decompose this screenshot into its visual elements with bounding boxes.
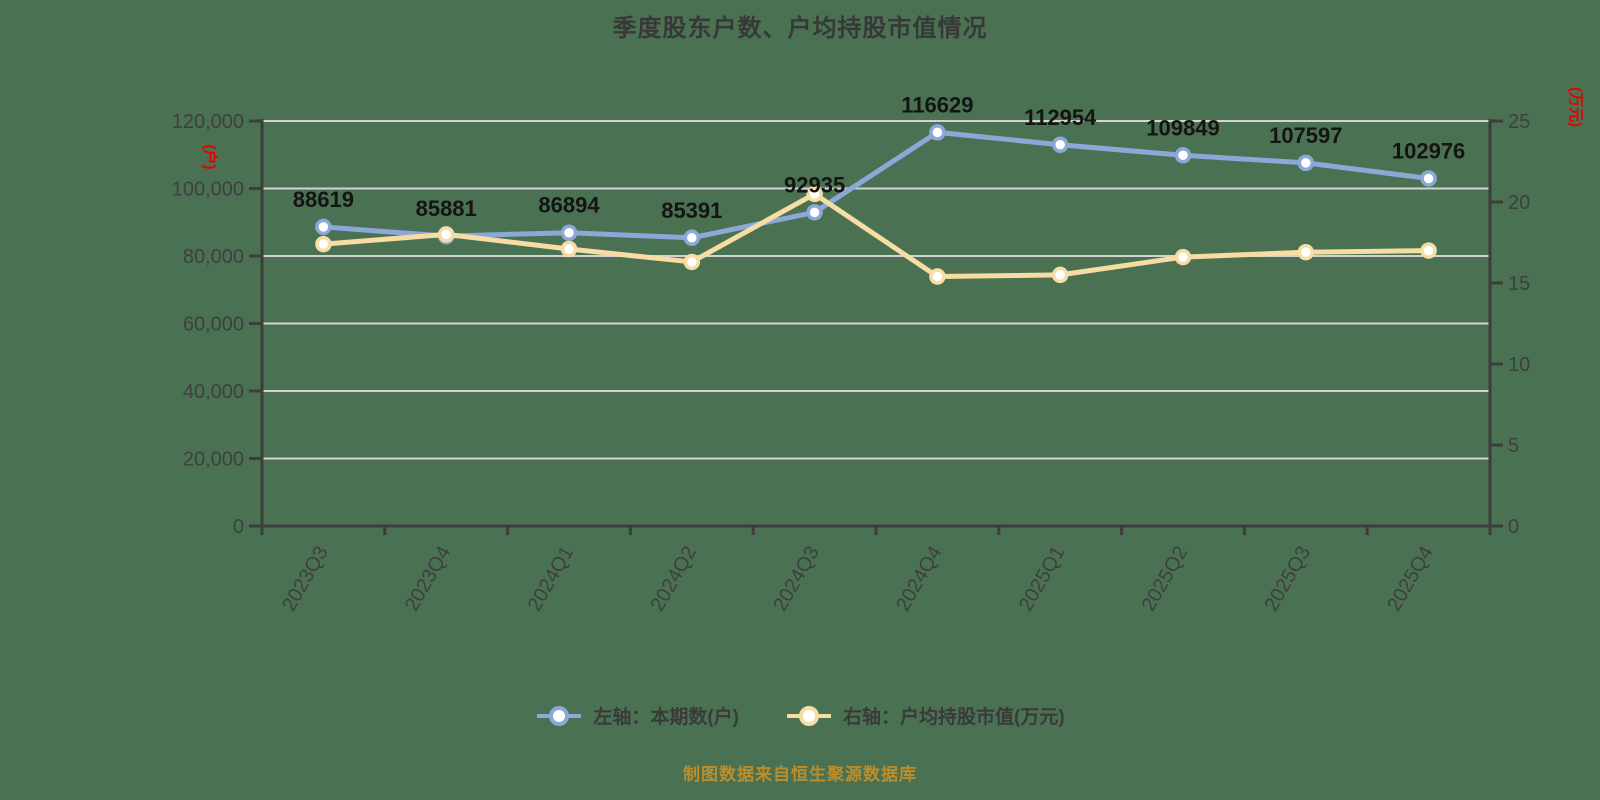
data-point-marker [683, 229, 701, 247]
data-point-marker [1051, 266, 1069, 284]
series-0-line [315, 124, 1437, 247]
data-point-marker [1051, 136, 1069, 154]
data-point-marker [1420, 170, 1437, 187]
y-axis-left: 0 20,000 40,000 60,000 80,000 100,000 120,000 [172, 111, 262, 538]
data-source-note: 制图数据来自恒生聚源数据库 [683, 765, 917, 784]
y-right-tick-label: 10 [1508, 354, 1530, 376]
x-tick-label: 2025Q1 [1015, 543, 1070, 616]
y-right-tick-label: 25 [1508, 111, 1530, 133]
data-labels: 88619 85881 86894 85391 92935 116629 112954 109… [293, 92, 1466, 222]
y-left-tick-label: 60,000 [183, 314, 244, 336]
data-point-marker [1297, 154, 1315, 172]
data-point-label: 85391 [661, 198, 722, 223]
x-tick-label: 2023Q3 [278, 543, 333, 616]
data-point-marker [560, 240, 578, 258]
data-point-marker [683, 253, 701, 271]
data-point-marker [1174, 248, 1192, 266]
x-tick-label: 2025Q2 [1138, 543, 1193, 616]
x-tick-label: 2024Q1 [524, 543, 579, 616]
legend-marker-yellow-line-icon [787, 705, 831, 726]
data-point-marker [1174, 147, 1192, 164]
y-left-tick-label: 40,000 [183, 381, 244, 403]
data-point-label: 116629 [901, 92, 973, 117]
y-right-tick-label: 20 [1508, 192, 1530, 214]
data-point-marker [315, 218, 332, 236]
legend-label-right-axis: 右轴：户均持股市值(万元) [843, 707, 1065, 728]
series-1-line [315, 185, 1437, 285]
data-point-marker [929, 268, 946, 285]
x-tick-label: 2024Q4 [892, 543, 947, 616]
data-point-label: 112954 [1024, 105, 1097, 130]
y-left-tick-label: 120,000 [172, 111, 244, 133]
data-point-marker [1420, 242, 1437, 259]
data-point-marker [560, 224, 578, 241]
legend-marker-blue-line-icon [537, 705, 582, 726]
y-left-tick-label: 80,000 [183, 246, 244, 268]
right-axis-unit-label: (万元) [1567, 87, 1584, 127]
data-point-label: 88619 [293, 187, 354, 212]
y-right-tick-label: 15 [1508, 273, 1530, 295]
x-tick-label: 2023Q4 [401, 543, 456, 616]
data-point-marker [1297, 243, 1315, 261]
data-point-marker [806, 204, 823, 221]
data-point-label: 102976 [1392, 138, 1465, 163]
left-axis-unit-label: (户) [201, 145, 219, 170]
y-left-tick-label: 0 [233, 516, 244, 538]
legend: 左轴：本期数(户) 右轴：户均持股市值(万元) [0, 702, 1600, 729]
y-right-tick-label: 0 [1508, 516, 1519, 538]
legend-item-avg-holding-value[interactable]: 右轴：户均持股市值(万元) [785, 702, 1065, 729]
data-point-label: 109849 [1146, 115, 1219, 140]
data-point-label: 92935 [784, 172, 845, 197]
legend-item-shareholder-count[interactable]: 左轴：本期数(户) [535, 702, 739, 729]
gridlines [262, 120, 1490, 460]
chart-title: 季度股东户数、户均持股市值情况 [612, 15, 988, 42]
data-point-label: 86894 [538, 193, 600, 218]
y-left-tick-label: 20,000 [183, 449, 244, 471]
x-tick-label: 2025Q4 [1383, 543, 1438, 616]
y-right-tick-label: 5 [1508, 435, 1519, 457]
legend-label-left-axis: 左轴：本期数(户) [593, 707, 739, 728]
x-tick-label: 2024Q2 [646, 543, 701, 616]
data-point-label: 85881 [416, 196, 477, 221]
data-point-marker [929, 124, 946, 141]
data-point-marker [437, 226, 455, 243]
y-left-tick-label: 100,000 [172, 179, 244, 201]
data-point-marker [315, 235, 332, 253]
data-point-marker [806, 185, 823, 203]
y-axis-right: 0 5 10 15 20 25 [1490, 111, 1530, 538]
x-tick-label: 2024Q3 [769, 543, 824, 616]
x-axis: 2023Q3 2023Q4 2024Q1 2024Q2 2024Q3 2024Q4 2025… [260, 526, 1492, 616]
x-tick-label: 2025Q3 [1260, 543, 1315, 616]
data-point-label: 107597 [1269, 123, 1342, 148]
